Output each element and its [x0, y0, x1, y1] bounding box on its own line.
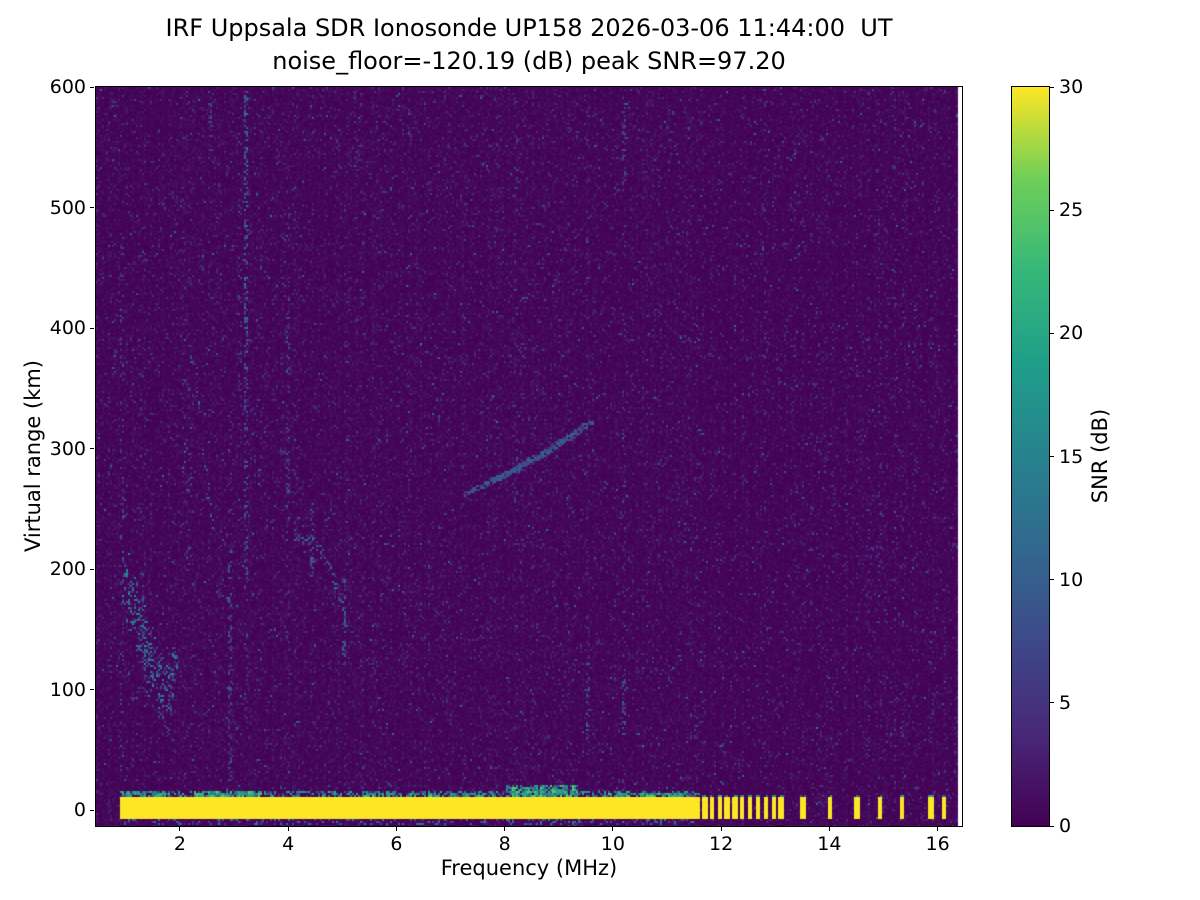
x-tick-mark: [828, 827, 830, 831]
x-tick-label: 2: [173, 833, 186, 855]
colorbar-tick-label: 10: [1059, 568, 1084, 591]
y-tick-label: 300: [49, 437, 86, 460]
colorbar-tick-mark: [1050, 702, 1054, 704]
y-tick-mark: [90, 568, 94, 570]
colorbar-tick-label: 20: [1059, 322, 1084, 345]
y-tick-mark: [90, 207, 94, 209]
y-tick-label: 100: [49, 678, 86, 701]
y-tick-label: 500: [49, 196, 86, 219]
colorbar-tick-mark: [1050, 825, 1054, 827]
colorbar: [1011, 86, 1050, 827]
heatmap-canvas: [96, 87, 962, 826]
colorbar-tick-label: 5: [1059, 691, 1072, 714]
chart-subtitle: noise_floor=-120.19 (dB) peak SNR=97.20: [272, 47, 786, 75]
x-tick-label: 12: [709, 833, 734, 855]
x-tick-label: 6: [390, 833, 403, 855]
x-tick-mark: [287, 827, 289, 831]
x-tick-mark: [612, 827, 614, 831]
colorbar-tick-label: 0: [1059, 815, 1072, 837]
x-tick-mark: [720, 827, 722, 831]
colorbar-tick-mark: [1050, 456, 1054, 457]
y-tick-label: 400: [49, 317, 86, 340]
y-tick-mark: [90, 809, 94, 811]
y-tick-label: 200: [49, 558, 86, 581]
x-tick-mark: [937, 827, 939, 831]
x-tick-mark: [504, 827, 506, 831]
y-tick-mark: [90, 86, 94, 88]
x-axis-label: Frequency (MHz): [440, 856, 618, 880]
x-tick-label: 14: [817, 833, 842, 855]
plot-area: [95, 86, 963, 827]
colorbar-tick-mark: [1050, 209, 1054, 211]
x-tick-label: 10: [600, 833, 625, 855]
x-tick-mark: [179, 827, 181, 831]
y-tick-mark: [90, 448, 94, 450]
colorbar-tick-label: 25: [1059, 199, 1084, 222]
x-tick-label: 4: [282, 833, 295, 855]
y-tick-mark: [90, 689, 94, 691]
colorbar-tick-label: 15: [1059, 445, 1084, 468]
colorbar-tick-label: 30: [1059, 76, 1084, 98]
x-tick-label: 16: [925, 833, 950, 855]
title-block: IRF Uppsala SDR Ionosonde UP158 2026-03-…: [96, 12, 962, 78]
y-tick-mark: [90, 327, 94, 329]
x-tick-mark: [395, 827, 397, 831]
colorbar-tick-mark: [1050, 332, 1054, 334]
y-tick-label: 0: [73, 799, 86, 822]
colorbar-tick-mark: [1050, 579, 1054, 581]
chart-title: IRF Uppsala SDR Ionosonde UP158 2026-03-…: [165, 14, 893, 42]
x-tick-label: 8: [498, 833, 511, 855]
colorbar-tick-mark: [1050, 86, 1054, 88]
y-tick-label: 600: [49, 76, 86, 98]
